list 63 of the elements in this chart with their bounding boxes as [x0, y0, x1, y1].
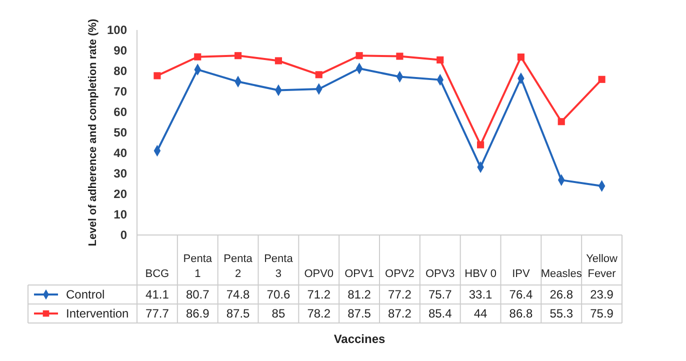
data-label: 87.2: [388, 306, 412, 321]
y-tick-label: 100: [106, 23, 128, 38]
data-label: 81.2: [348, 288, 372, 302]
data-label: 76.4: [509, 288, 533, 302]
data-label: 78.2: [307, 306, 331, 321]
data-label: 55.3: [550, 306, 574, 321]
point: [436, 56, 444, 64]
y-tick-label: 30: [114, 166, 128, 181]
data-label: 87.5: [226, 306, 250, 321]
data-label: 26.8: [550, 288, 574, 302]
x-tick-label: OPV0: [304, 268, 334, 280]
legend-label: Control: [66, 288, 105, 302]
y-tick-label: 10: [114, 208, 128, 222]
x-tick-label: IPV: [512, 268, 530, 280]
data-label: 71.2: [307, 288, 331, 302]
data-label: 75.7: [428, 288, 452, 302]
data-label: 44: [474, 306, 488, 321]
x-axis-title: Vaccines: [334, 332, 386, 346]
data-label: 85.4: [428, 306, 452, 321]
x-tick-label: OPV1: [344, 268, 374, 280]
point: [517, 54, 524, 61]
y-tick-label: 90: [114, 44, 128, 58]
x-tick-label: Penta 1: [183, 253, 213, 280]
y-tick-label: 50: [114, 126, 128, 140]
x-tick-label: Yellow Fever: [586, 253, 618, 280]
data-label: 86.8: [509, 306, 533, 321]
data-label: 80.7: [186, 288, 210, 302]
x-tick-label: BCG: [145, 268, 170, 280]
point: [356, 52, 363, 60]
point: [315, 71, 322, 78]
data-label: 41.1: [146, 288, 170, 302]
data-label: 86.9: [186, 306, 210, 321]
point: [194, 53, 202, 60]
y-tick-label: 60: [114, 105, 128, 120]
point: [154, 72, 161, 80]
y-tick-label: 80: [114, 64, 128, 78]
x-tick-label: HBV 0: [464, 268, 496, 280]
x-tick-label: OPV3: [425, 268, 455, 280]
data-label: 75.9: [590, 306, 614, 321]
x-tick-label: Penta 2: [224, 253, 254, 280]
data-label: 23.9: [590, 288, 614, 302]
point: [477, 141, 484, 148]
data-label: 77.2: [388, 288, 412, 302]
x-tick-label: Measles: [540, 268, 582, 280]
y-axis-title: Level of adherence and completion rate (%): [87, 18, 99, 246]
data-label: 85: [272, 306, 286, 321]
y-tick-label: 40: [114, 146, 128, 160]
legend-label: Intervention: [66, 306, 129, 321]
data-label: 33.1: [468, 288, 493, 302]
y-tick-label: 20: [114, 187, 128, 202]
point: [274, 57, 282, 64]
point: [234, 52, 242, 60]
point: [598, 76, 606, 83]
x-tick-label: Penta 3: [264, 253, 294, 280]
y-tick-label: 0: [120, 228, 128, 242]
data-label: 87.5: [348, 306, 372, 321]
y-tick-label: 70: [114, 84, 128, 99]
point: [396, 52, 404, 60]
data-label: 70.6: [266, 288, 290, 302]
data-label: 74.8: [226, 288, 250, 302]
point: [558, 118, 565, 126]
x-tick-label: OPV2: [385, 268, 414, 280]
data-label: 77.7: [146, 306, 170, 321]
